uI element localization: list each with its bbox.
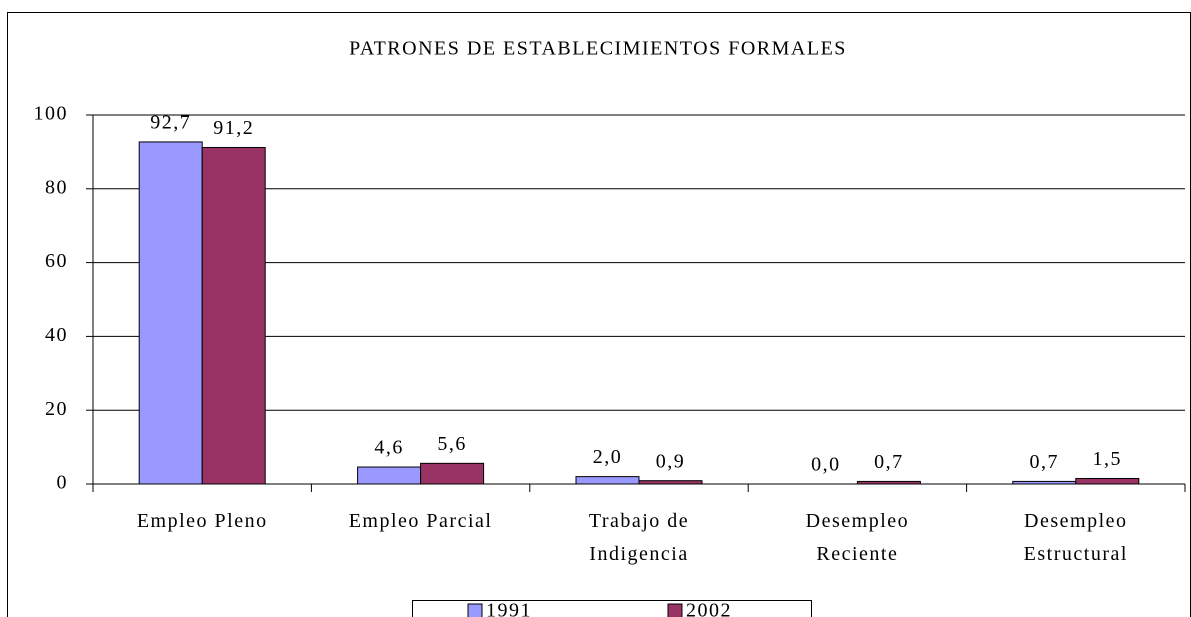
value-label: 92,7: [150, 112, 191, 134]
x-tick-line: Indigencia: [589, 543, 688, 565]
value-label: 0,7: [1030, 451, 1060, 473]
value-label: 0,0: [811, 454, 841, 476]
x-tick-line: Empleo Parcial: [349, 510, 493, 532]
bar: [420, 462, 485, 485]
y-tick-label: 20: [45, 398, 68, 420]
x-tick-label: Trabajo de Indigencia: [589, 510, 689, 565]
bar: [575, 476, 640, 485]
value-label: 2,0: [593, 446, 623, 468]
value-label: 1,5: [1093, 448, 1123, 470]
value-label: 0,9: [656, 450, 686, 472]
bar: [1075, 477, 1140, 485]
value-label: 91,2: [213, 117, 254, 139]
y-tick-label: 80: [45, 176, 68, 198]
x-tick-label: Empleo Parcial: [349, 510, 493, 532]
y-tick-label: 100: [34, 103, 69, 125]
chart-title: PATRONES DE ESTABLECIMIENTOS FORMALES: [349, 38, 847, 60]
x-tick-label: Desempleo Reciente: [806, 510, 909, 565]
value-label: 5,6: [437, 433, 467, 455]
y-tick-label: 40: [45, 324, 68, 346]
y-tick-label: 60: [45, 250, 68, 272]
x-tick-line: Desempleo: [1024, 510, 1127, 532]
x-tick-line: Trabajo de: [589, 510, 689, 532]
x-tick-line: Estructural: [1024, 543, 1128, 565]
x-tick-label: Empleo Pleno: [137, 510, 268, 532]
bar: [201, 146, 266, 485]
y-tick-label: 0: [57, 472, 69, 494]
bar: [357, 466, 422, 485]
bar: [138, 141, 203, 485]
legend-swatch: [467, 603, 483, 617]
x-tick-line: Desempleo: [806, 510, 909, 532]
legend-box: [412, 600, 812, 617]
legend-label: 1991: [486, 600, 532, 617]
x-tick-line: Empleo Pleno: [137, 510, 268, 532]
legend-swatch: [667, 603, 683, 617]
x-tick-label: Desempleo Estructural: [1024, 510, 1128, 565]
legend-label: 2002: [686, 600, 732, 617]
x-tick-line: Reciente: [816, 543, 898, 565]
value-label: 4,6: [374, 437, 404, 459]
value-label: 0,7: [874, 451, 904, 473]
